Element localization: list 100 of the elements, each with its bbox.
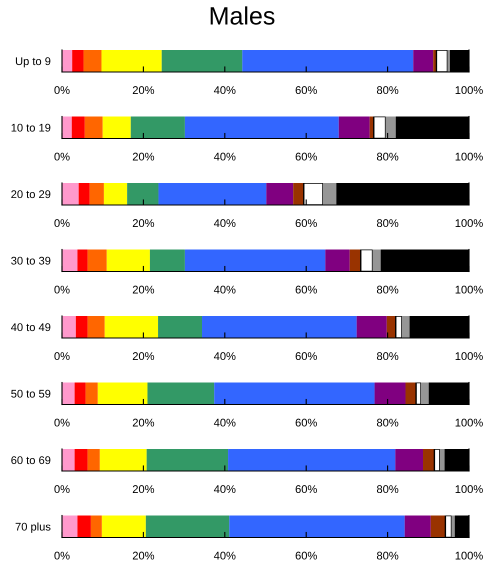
bar [406,382,416,404]
x-tick-label: 20% [132,86,154,94]
bar [100,449,147,471]
x-tick-label: 40% [214,352,236,360]
x-tick-label: 80% [376,418,398,427]
bar [184,116,339,138]
x-tick-label: 100% [456,152,483,161]
bar [214,382,375,404]
bar [88,316,105,338]
bar [88,250,107,272]
y-tick-label: 10 to 19 [12,124,50,132]
bar [74,382,86,404]
x-tick-label: 20% [132,352,154,360]
y-tick-label: 20 to 29 [11,190,50,198]
bar [372,250,381,272]
bar [447,50,450,72]
x-tick-label: 80% [376,86,398,94]
bar [90,183,104,205]
x-tick-label: 100% [456,418,483,427]
bar [146,516,230,538]
bar [202,316,357,338]
x-tick-label: 100% [456,485,483,494]
bar [72,116,85,138]
x-tick-label: 80% [376,219,398,228]
y-tick-label: Up to 9 [16,57,50,68]
x-tick-label: 40% [214,152,236,161]
bar [430,516,446,538]
bar [106,250,150,272]
x-tick-label: 80% [376,352,398,360]
x-tick-label: 40% [214,485,236,494]
bar [228,449,396,471]
x-tick-label: 20% [132,219,154,228]
x-tick-label: 20% [132,485,154,494]
x-tick-label: 0% [54,552,70,560]
y-tick-label: 50 to 59 [11,390,50,398]
chart-title: Males [210,6,274,25]
x-tick-label: 0% [54,485,70,494]
bar [452,516,455,538]
x-tick-label: 20% [132,418,154,427]
x-tick-label: 20% [132,152,154,161]
bar [440,449,445,471]
bar [101,50,162,72]
x-tick-label: 40% [214,552,236,560]
x-tick-label: 0% [54,152,70,161]
bar [150,250,185,272]
x-tick-label: 40% [214,219,236,228]
bar [184,250,326,272]
bar [395,449,424,471]
bar [98,382,148,404]
bar [77,516,91,538]
x-tick-label: 80% [376,552,398,560]
bar [158,316,202,338]
bar [146,449,228,471]
x-tick-label: 60% [296,219,317,228]
x-tick-label: 0% [54,219,70,228]
x-tick-label: 40% [214,418,236,427]
x-tick-label: 60% [296,86,317,94]
y-tick-label: 70 plus [16,522,50,533]
bar [104,316,158,338]
x-tick-label: 40% [214,286,236,294]
bar [386,116,396,138]
x-tick-label: 0% [54,86,70,94]
bar [77,250,88,272]
bar [84,50,102,72]
x-tick-label: 0% [54,352,70,360]
bar [229,516,405,538]
x-tick-label: 100% [456,219,483,228]
x-tick-label: 40% [214,86,236,94]
x-tick-label: 60% [296,286,317,294]
bar [162,50,242,72]
x-tick-label: 20% [132,552,154,560]
bar [338,116,370,138]
bar [242,50,414,72]
bar [90,516,102,538]
bar [322,183,336,205]
bar [413,50,434,72]
bar [102,116,131,138]
x-tick-label: 0% [54,286,70,294]
x-tick-label: 60% [296,485,317,494]
bar [72,50,84,72]
bar [374,382,406,404]
x-tick-label: 80% [376,152,398,161]
x-tick-label: 0% [54,418,70,427]
y-tick-label: 40 to 49 [10,323,50,332]
bar [84,116,103,138]
y-tick-label: 60 to 69 [11,456,50,464]
x-tick-label: 60% [296,552,317,560]
x-tick-label: 80% [376,485,398,494]
bar [78,183,90,205]
bar [127,183,158,205]
bar [74,449,88,471]
x-tick-label: 60% [296,152,317,161]
bar [76,316,88,338]
bar [104,183,128,205]
bar [130,116,185,138]
x-tick-label: 100% [456,552,483,560]
bar [102,516,146,538]
bar [420,382,429,404]
bar [147,382,214,404]
bar [350,250,361,272]
